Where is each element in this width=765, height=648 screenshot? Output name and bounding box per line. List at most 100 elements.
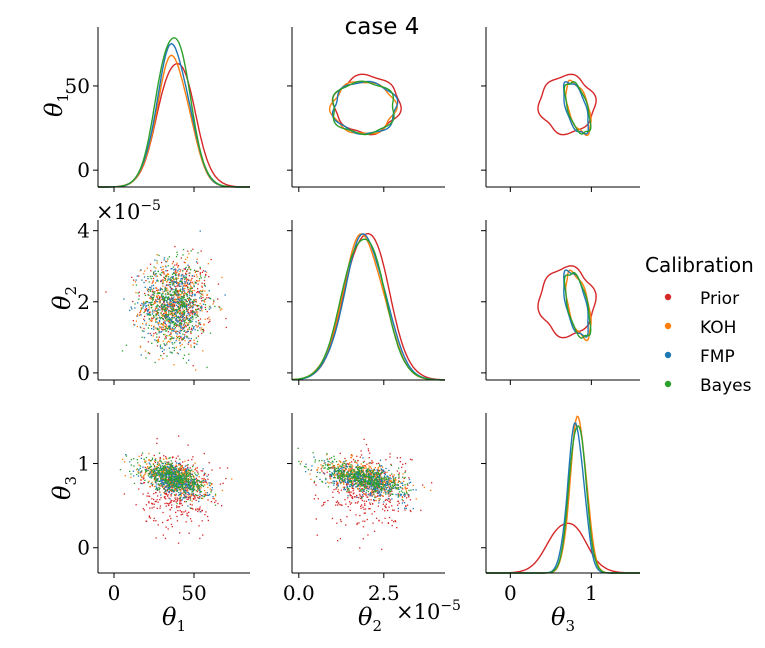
scatter-point: [353, 469, 355, 471]
scatter-points-fmp-theta2-vs-theta1: [123, 230, 226, 361]
scatter-point: [192, 318, 194, 320]
scatter-point: [153, 454, 155, 457]
scatter-point: [155, 299, 157, 301]
scatter-point: [168, 497, 170, 499]
scatter-point: [154, 468, 156, 470]
scatter-point: [390, 464, 393, 466]
scatter-point: [142, 323, 144, 325]
scatter-point: [372, 461, 374, 464]
scatter-point: [194, 312, 196, 315]
scatter-point: [371, 479, 374, 481]
scatter-point: [174, 290, 177, 292]
scatter-point: [178, 477, 180, 479]
scatter-point: [326, 453, 328, 455]
scatter-point: [342, 480, 344, 483]
scatter-point: [147, 469, 149, 471]
scatter-point: [158, 314, 160, 316]
scatter-point: [145, 357, 147, 359]
scatter-point: [152, 317, 154, 320]
scatter-point: [297, 447, 299, 449]
scatter-point: [188, 328, 190, 330]
scatter-point: [166, 485, 168, 487]
scatter-point: [182, 338, 184, 340]
scatter-point: [149, 466, 151, 469]
scatter-point: [207, 494, 209, 496]
scatter-point: [341, 467, 343, 469]
scatter-point: [190, 520, 193, 522]
scatter-point: [193, 342, 195, 344]
scatter-point: [380, 483, 382, 485]
scatter-point: [379, 479, 381, 481]
scatter-point: [178, 337, 181, 340]
scatter-point: [361, 478, 363, 481]
scatter-point: [174, 489, 176, 491]
scatter-point: [320, 464, 322, 466]
scatter-point: [167, 465, 169, 468]
scatter-point: [365, 491, 367, 494]
scatter-point: [348, 475, 350, 477]
scatter-point: [189, 283, 191, 285]
scatter-point: [339, 481, 341, 483]
scatter-point: [175, 457, 177, 459]
scatter-point: [173, 482, 175, 484]
scatter-point: [142, 307, 144, 309]
scatter-point: [167, 469, 169, 471]
scatter-point: [143, 320, 146, 322]
scatter-point: [321, 459, 323, 462]
scatter-point: [161, 307, 163, 309]
scatter-point: [339, 472, 341, 475]
scatter-point: [182, 461, 184, 463]
scatter-point: [206, 494, 208, 496]
scatter-point: [155, 471, 157, 473]
scatter-point: [305, 463, 307, 465]
scatter-point: [194, 311, 196, 313]
scatter-point: [177, 469, 179, 471]
scatter-point: [405, 490, 408, 492]
scatter-point: [175, 498, 177, 500]
scatter-point: [153, 328, 155, 330]
scatter-point: [199, 290, 201, 293]
scatter-point: [176, 333, 178, 335]
scatter-point: [181, 338, 184, 340]
scatter-point: [191, 307, 194, 309]
scatter-point: [406, 487, 408, 489]
scatter-point: [180, 304, 182, 306]
scatter-point: [173, 301, 175, 304]
scatter-point: [383, 501, 385, 503]
scatter-point: [383, 475, 386, 477]
scatter-point: [168, 457, 170, 459]
scatter-point: [366, 487, 368, 490]
scatter-point: [172, 275, 174, 278]
scatter-point: [177, 292, 179, 295]
scatter-point: [154, 319, 157, 321]
scatter-point: [145, 305, 148, 307]
scatter-point: [390, 463, 392, 466]
scatter-point: [380, 468, 383, 470]
scatter-point: [150, 298, 152, 300]
scatter-point: [180, 511, 183, 513]
scatter-point: [156, 478, 158, 480]
scatter-point: [182, 311, 184, 313]
scatter-point: [382, 478, 384, 480]
scatter-point: [172, 474, 174, 476]
y-tick-label-theta2-1: 2: [77, 290, 90, 314]
scatter-point: [347, 480, 349, 483]
scatter-point: [199, 322, 201, 324]
scatter-point: [155, 468, 157, 470]
scatter-point: [357, 466, 360, 469]
scatter-point: [163, 349, 165, 351]
scatter-point: [162, 281, 164, 283]
scatter-point: [173, 364, 175, 366]
scatter-point: [179, 302, 181, 305]
scatter-point: [161, 350, 164, 353]
scatter-point: [182, 254, 184, 256]
scatter-point: [144, 270, 146, 272]
scatter-point: [357, 469, 360, 471]
scatter-point: [397, 494, 399, 496]
scatter-point: [163, 259, 165, 261]
scatter-point: [194, 294, 196, 296]
scatter-point: [193, 325, 195, 328]
scatter-point: [141, 483, 143, 485]
scatter-point: [400, 493, 402, 496]
scatter-point: [378, 470, 380, 472]
